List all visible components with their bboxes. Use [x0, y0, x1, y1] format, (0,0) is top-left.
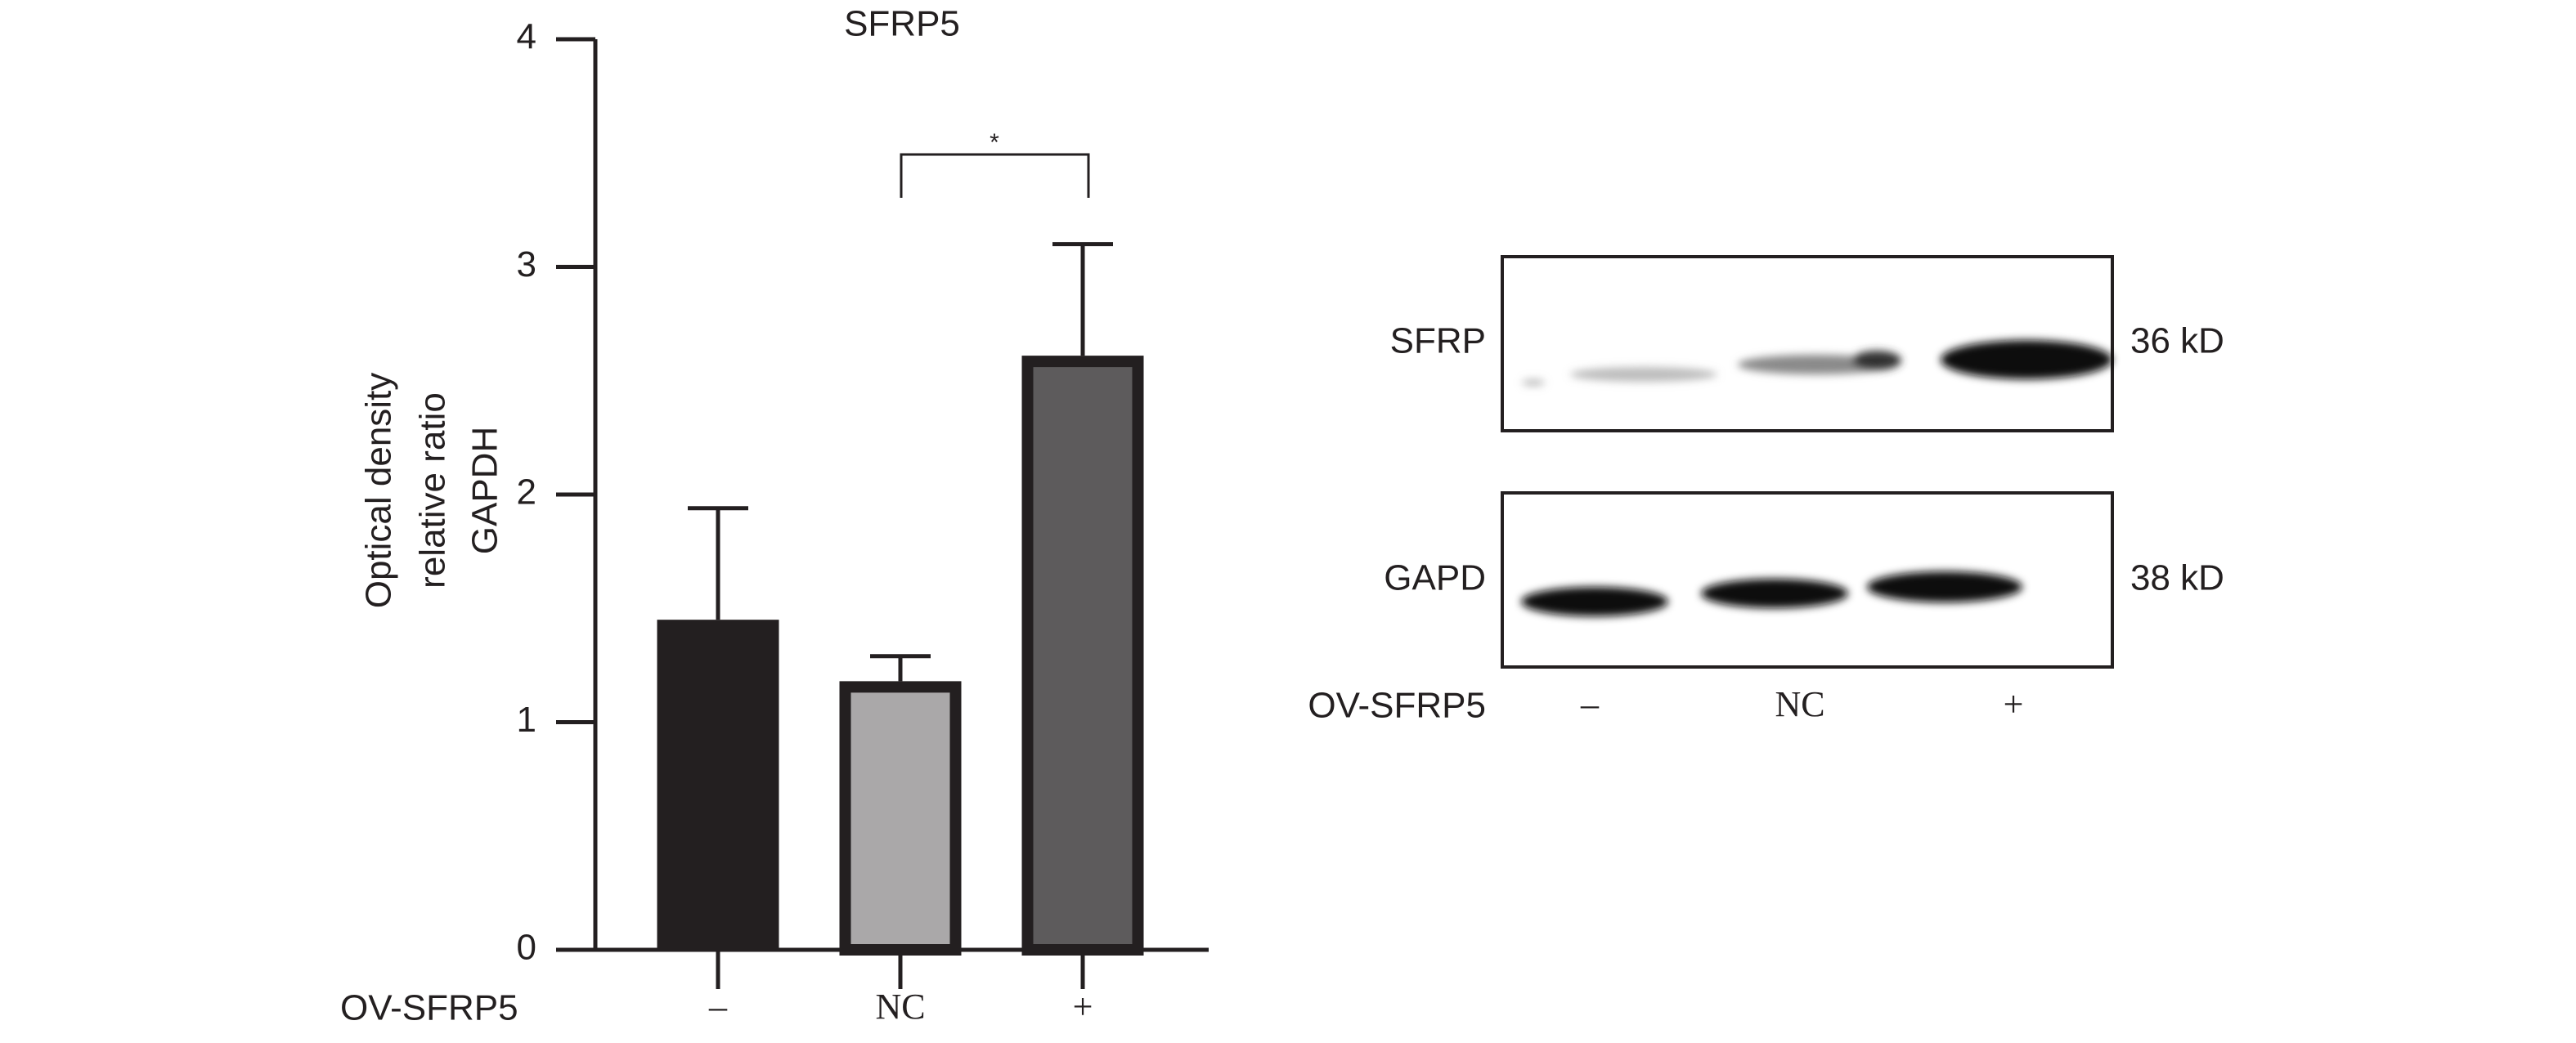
bar: [657, 620, 779, 950]
y-label-line: GAPDH: [465, 427, 505, 554]
blot-lane: +: [2004, 684, 2024, 724]
bar: [1021, 356, 1144, 956]
band: [1852, 351, 1901, 370]
x-axis-label: OV-SFRP5: [340, 988, 518, 1028]
band: [1701, 579, 1848, 608]
y-tick-label: 0: [517, 928, 536, 968]
y-label-line: Optical density: [359, 373, 399, 609]
blot-frame: [1501, 491, 2114, 669]
x-tick-label: +: [1073, 987, 1093, 1027]
bracket: [900, 153, 1090, 198]
chart-title: SFRP5: [844, 4, 960, 44]
y-tick-label: 3: [517, 244, 536, 284]
blot-lane: NC: [1775, 684, 1824, 724]
blot-size: 36 kD: [2130, 321, 2224, 361]
bar: [839, 681, 962, 956]
y-tick-label: 2: [517, 472, 536, 513]
blot: SFRP 36 kD GAPD 38 kD OV-SFRP5 – NC +: [1308, 255, 2224, 726]
band: [1570, 367, 1717, 382]
band: [1522, 379, 1545, 386]
blot-lane: –: [1580, 684, 1600, 724]
blot-size: 38 kD: [2130, 558, 2224, 598]
band: [1867, 571, 2022, 602]
x-tick-label: –: [708, 987, 728, 1027]
y-tick-label: 1: [517, 700, 536, 740]
band: [1941, 340, 2112, 379]
bands: [1521, 340, 2112, 616]
significance: *: [900, 129, 1090, 198]
significance-mark: *: [990, 129, 999, 156]
y-axis-label: Optical density relative ratio GAPDH: [359, 373, 505, 609]
x-tick-label: NC: [875, 987, 925, 1027]
blot-row-label: GAPD: [1384, 558, 1486, 598]
y-tick-label: 4: [517, 17, 536, 57]
blot-lane-title: OV-SFRP5: [1308, 686, 1486, 726]
y-label-line: relative ratio: [413, 392, 453, 589]
blot-row-label: SFRP: [1390, 321, 1486, 361]
band: [1521, 587, 1668, 616]
